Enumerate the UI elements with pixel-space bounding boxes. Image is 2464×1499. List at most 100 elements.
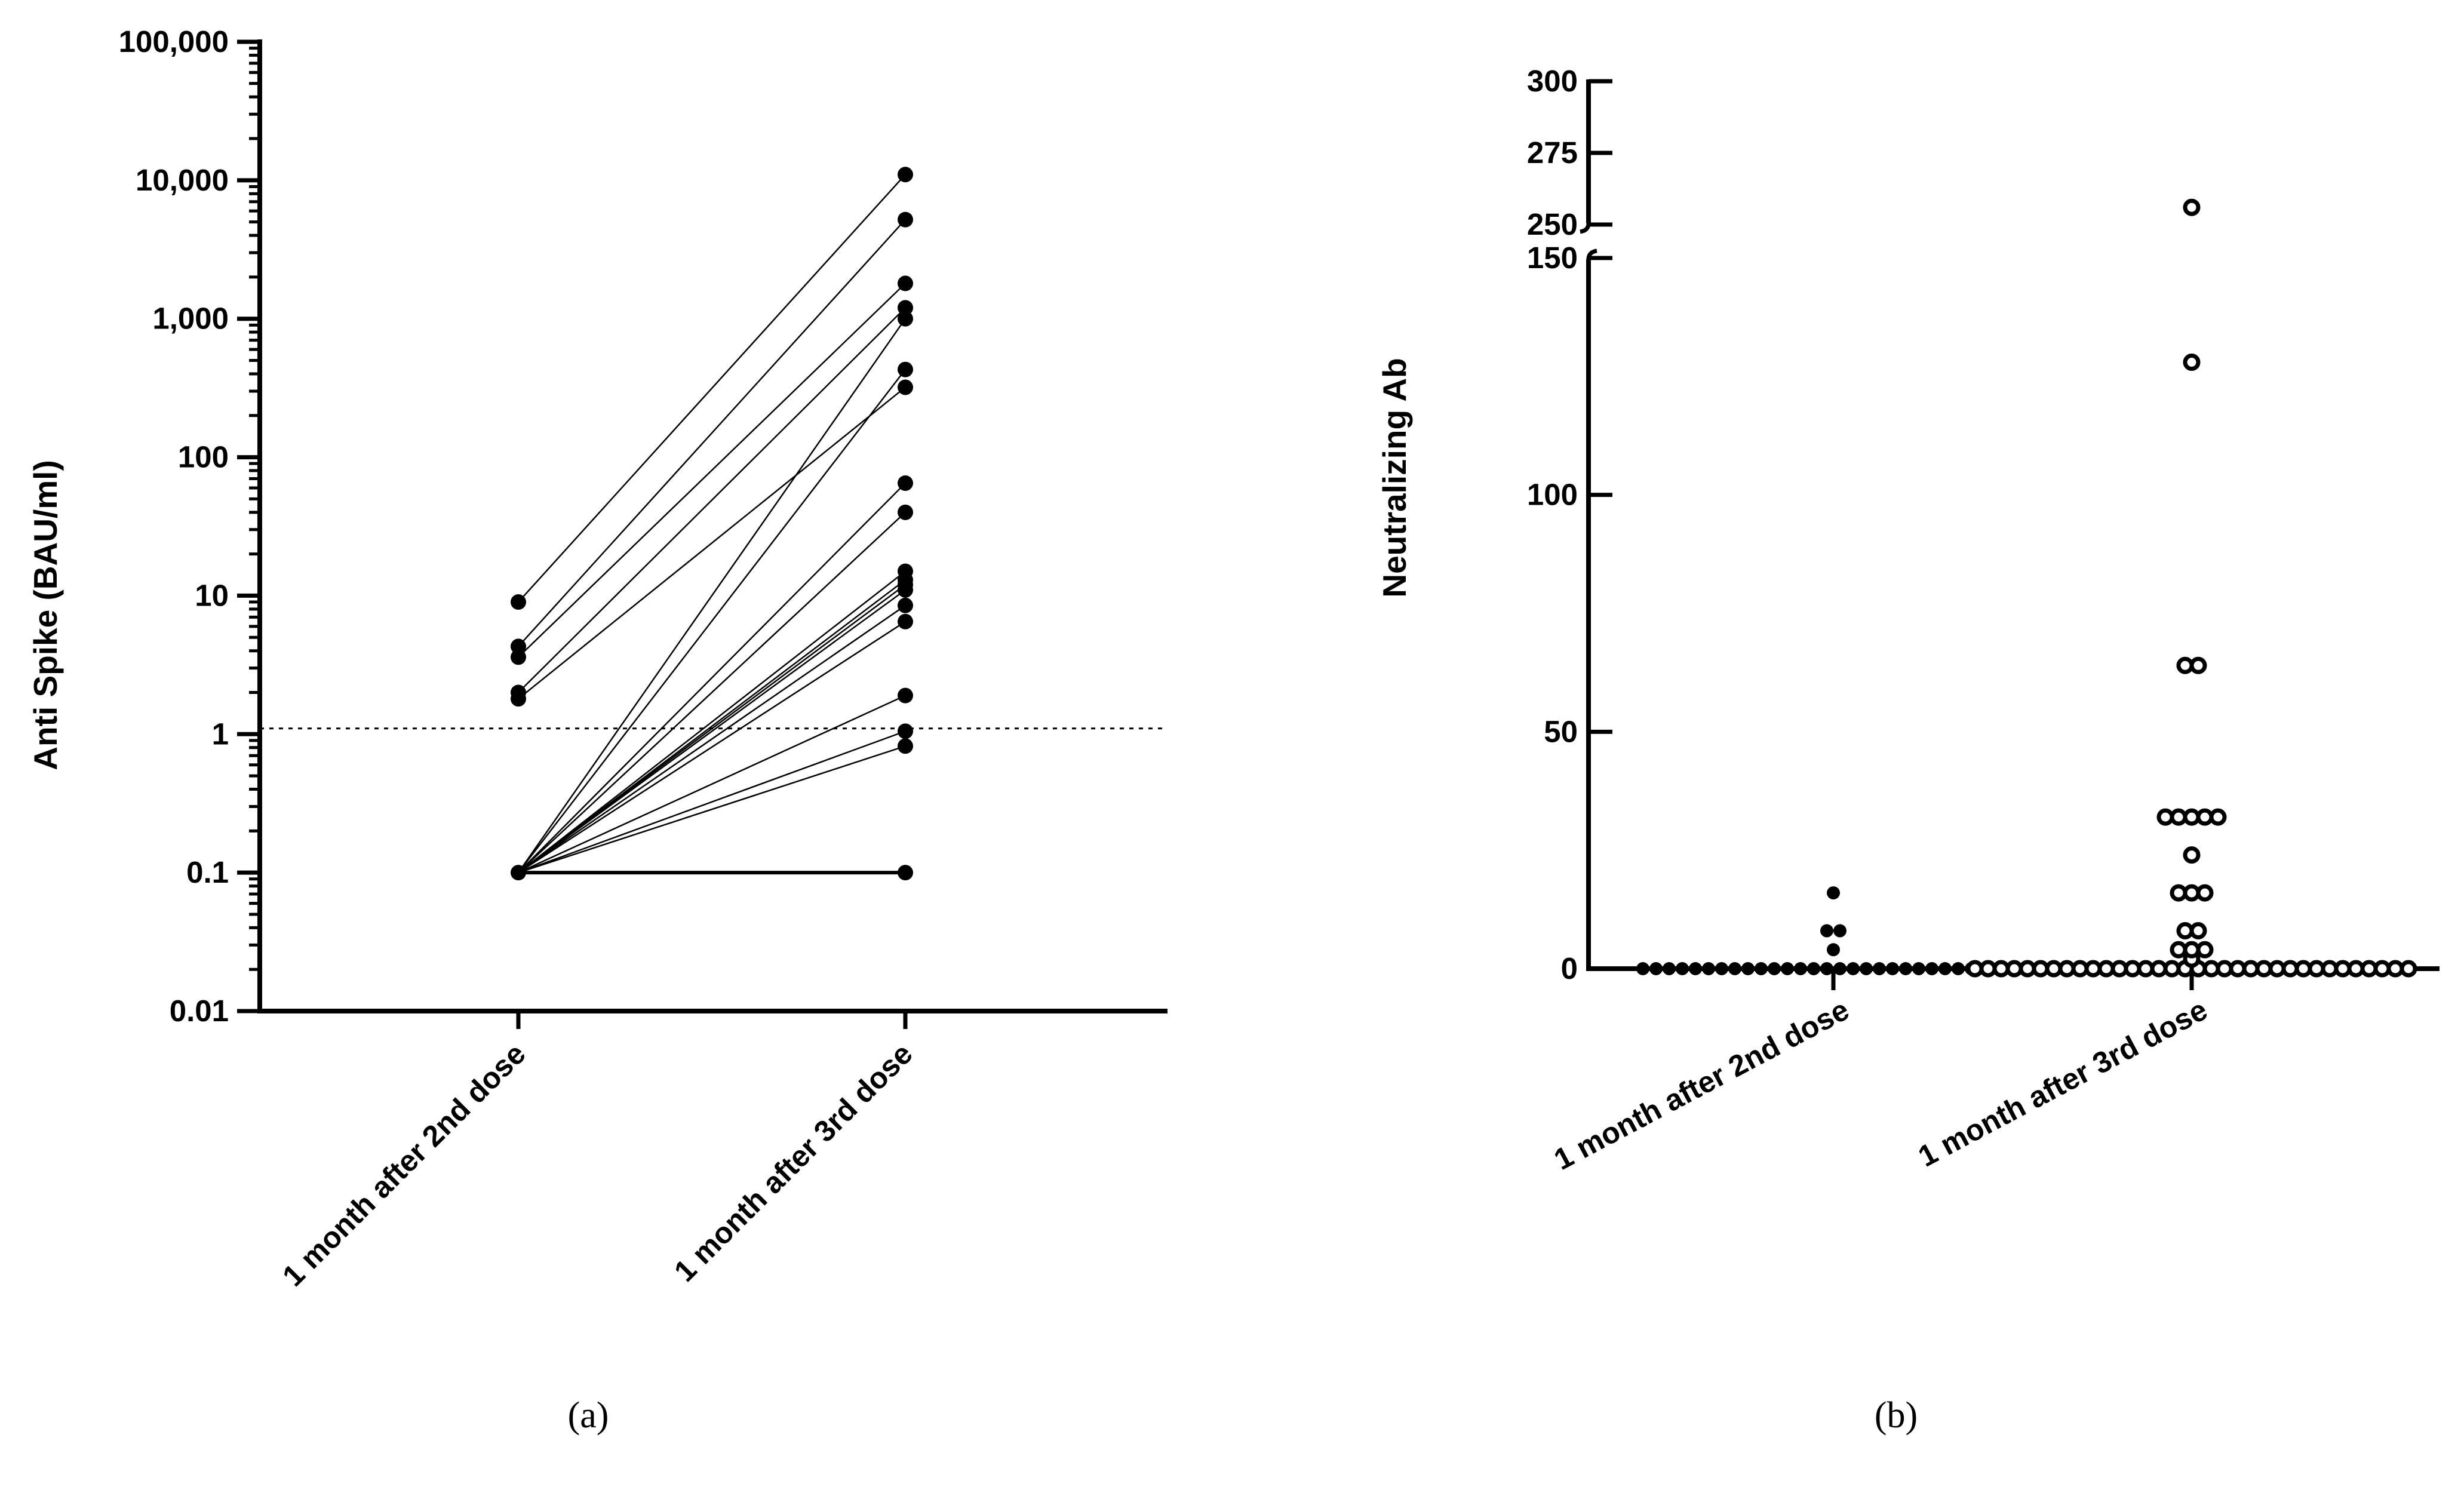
y-tick-label: 300 bbox=[1527, 64, 1578, 98]
y-tick-label: 100 bbox=[1527, 478, 1578, 512]
chart-a-ylabel: Anti Spike (BAU/ml) bbox=[27, 460, 64, 770]
chart-a-pair-lines bbox=[517, 174, 907, 875]
data-point bbox=[2183, 846, 2201, 864]
data-point bbox=[1728, 962, 1741, 975]
data-point bbox=[1807, 962, 1820, 975]
y-tick-label: 1 bbox=[212, 717, 229, 751]
data-point bbox=[511, 594, 526, 610]
axis-break-mark-upper bbox=[1580, 223, 1591, 234]
pair-line bbox=[518, 174, 906, 603]
data-point bbox=[1938, 962, 1952, 975]
data-point bbox=[898, 311, 913, 327]
data-point bbox=[898, 687, 913, 704]
data-point bbox=[898, 865, 913, 881]
data-point bbox=[898, 723, 913, 739]
data-point bbox=[1925, 962, 1938, 975]
pair-line bbox=[517, 318, 907, 873]
data-point bbox=[511, 638, 526, 655]
y-tick-label: 1,000 bbox=[152, 302, 229, 336]
pair-line bbox=[518, 730, 906, 874]
y-tick-label: 100,000 bbox=[119, 24, 229, 59]
y-tick-label: 10 bbox=[195, 578, 229, 612]
data-point bbox=[1860, 962, 1873, 975]
data-point bbox=[898, 738, 913, 754]
y-tick-label: 100 bbox=[178, 440, 229, 474]
data-point bbox=[898, 361, 913, 377]
data-point bbox=[898, 582, 913, 598]
pair-line bbox=[518, 307, 906, 693]
y-tick-label: 10,000 bbox=[136, 163, 229, 197]
pair-line bbox=[518, 282, 906, 658]
data-point bbox=[2183, 198, 2201, 216]
y-tick-label: 275 bbox=[1527, 136, 1578, 170]
data-point bbox=[898, 597, 913, 613]
data-point bbox=[898, 379, 913, 395]
chart-b-panel-label: (b) bbox=[1875, 1395, 1918, 1436]
y-tick-label: 0.1 bbox=[186, 855, 229, 889]
data-point bbox=[2196, 941, 2214, 959]
data-point bbox=[898, 504, 913, 520]
data-point bbox=[1952, 962, 1965, 975]
data-point bbox=[2183, 354, 2201, 371]
data-point bbox=[1820, 924, 1833, 938]
chart-b-points bbox=[1636, 198, 2417, 978]
data-point bbox=[898, 613, 913, 629]
data-point bbox=[1886, 962, 1899, 975]
data-point bbox=[1781, 962, 1794, 975]
chart-b-ylabel: Neutralizing Ab bbox=[1376, 358, 1413, 597]
data-point bbox=[1912, 962, 1925, 975]
data-point bbox=[898, 275, 913, 291]
data-point bbox=[898, 300, 913, 316]
y-tick-label: 250 bbox=[1527, 207, 1578, 241]
data-point bbox=[1833, 924, 1847, 938]
pair-line bbox=[518, 570, 906, 874]
chart-a-points bbox=[511, 167, 913, 881]
x-category-label: 1 month after 3rd dose bbox=[668, 1037, 919, 1288]
y-tick-label: 0 bbox=[1561, 951, 1578, 985]
y-tick-label: 50 bbox=[1544, 714, 1578, 748]
pair-line bbox=[518, 589, 906, 874]
data-point bbox=[898, 167, 913, 183]
data-point bbox=[1873, 962, 1886, 975]
data-point bbox=[1827, 886, 1840, 900]
x-category-label: 1 month after 2nd dose bbox=[1549, 993, 1854, 1177]
data-point bbox=[2189, 922, 2207, 940]
chart-b-x-categories: 1 month after 2nd dose 1 month after 3rd … bbox=[1549, 969, 2213, 1177]
data-point bbox=[1833, 962, 1847, 975]
data-point bbox=[2400, 960, 2417, 978]
chart-a-axes bbox=[257, 39, 1168, 1013]
chart-b-axes bbox=[1580, 79, 2440, 971]
data-point bbox=[1820, 962, 1833, 975]
pair-line bbox=[518, 368, 906, 873]
data-point bbox=[2209, 808, 2227, 826]
data-point bbox=[1847, 962, 1860, 975]
pair-line bbox=[518, 511, 906, 874]
data-point bbox=[1636, 962, 1649, 975]
data-point bbox=[1689, 962, 1702, 975]
chart-a-y-ticks: 0.01 0.1 1 10 100 1,000 10,000 100,000 bbox=[119, 24, 260, 1028]
pair-line bbox=[518, 621, 906, 874]
pair-line bbox=[518, 483, 906, 874]
data-point bbox=[1649, 962, 1663, 975]
y-tick-label: 150 bbox=[1527, 241, 1578, 275]
data-point bbox=[1741, 962, 1755, 975]
pair-line bbox=[518, 219, 906, 647]
pair-line bbox=[518, 386, 906, 700]
y-tick-label: 0.01 bbox=[170, 994, 229, 1028]
data-point bbox=[1676, 962, 1689, 975]
data-point bbox=[1827, 943, 1840, 957]
data-point bbox=[1702, 962, 1715, 975]
data-point bbox=[1794, 962, 1807, 975]
pair-line bbox=[518, 604, 906, 874]
data-point bbox=[898, 475, 913, 491]
data-point bbox=[2189, 656, 2207, 674]
x-category-label: 1 month after 2nd dose bbox=[276, 1037, 532, 1293]
data-point bbox=[511, 649, 526, 665]
data-point bbox=[1755, 962, 1768, 975]
chart-a: Anti Spike (BAU/ml) 0.01 0.1 1 10 100 1,000 10… bbox=[27, 24, 1168, 1436]
data-point bbox=[1663, 962, 1676, 975]
data-point bbox=[2196, 884, 2214, 902]
